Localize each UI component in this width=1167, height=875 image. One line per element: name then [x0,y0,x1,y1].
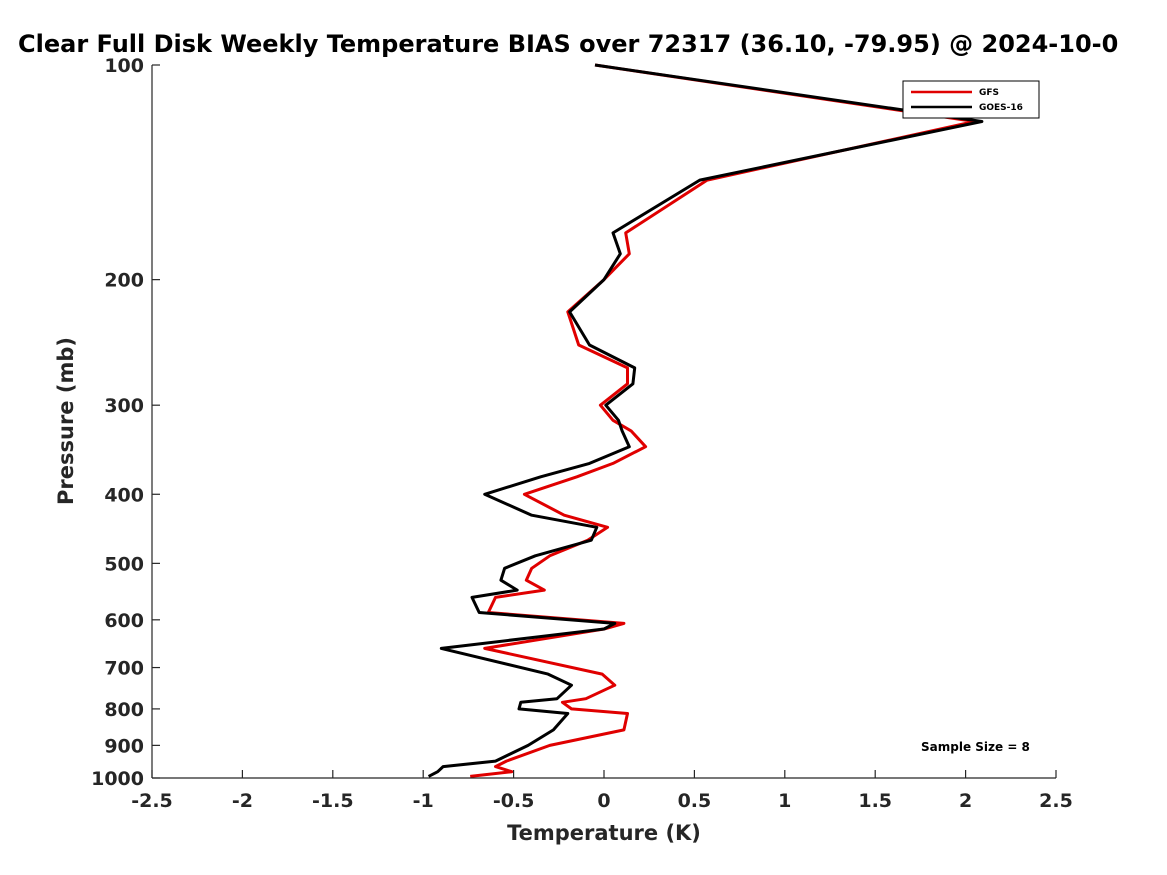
sample-size-annotation: Sample Size = 8 [921,740,1030,754]
x-tick-label: -1.5 [312,790,354,812]
y-tick-label: 600 [104,610,144,632]
y-tick-label: 100 [104,55,144,77]
y-tick-label: 900 [104,735,144,757]
legend: GFS GOES-16 [902,80,1040,119]
y-ticks: 100 200 300 400 500 600 700 800 900 1000 [91,55,160,790]
x-tick-label: 2.5 [1039,790,1073,812]
y-axis-label: Pressure (mb) [54,337,78,505]
x-ticks: -2.5 -2 -1.5 -1 -0.5 0 0.5 1 1.5 2 2.5 [131,770,1073,812]
legend-box [902,80,1040,119]
axes-layer [151,65,1056,779]
chart-title: Clear Full Disk Weekly Temperature BIAS … [18,30,1118,58]
series-line-goes16 [427,63,984,778]
legend-label-goes16: GOES-16 [979,103,1023,113]
x-tick-label: 0 [597,790,610,812]
x-tick-label: 1.5 [858,790,892,812]
series-layer [427,63,984,778]
y-tick-label: 700 [104,658,144,680]
legend-label-gfs: GFS [979,88,999,98]
y-tick-label: 500 [104,553,144,575]
x-tick-label: 1 [778,790,791,812]
y-tick-label: 400 [104,484,144,506]
y-tick-label: 1000 [91,768,144,790]
x-axis-label: Temperature (K) [507,821,701,845]
x-tick-label: -2.5 [131,790,173,812]
x-tick-label: -1 [413,790,434,812]
y-tick-label: 800 [104,699,144,721]
series-line-gfs [470,63,977,778]
y-tick-label: 200 [104,270,144,292]
x-tick-label: 2 [959,790,972,812]
y-tick-label: 300 [104,395,144,417]
x-tick-label: -0.5 [493,790,535,812]
x-tick-label: -2 [232,790,253,812]
x-tick-label: 0.5 [678,790,712,812]
